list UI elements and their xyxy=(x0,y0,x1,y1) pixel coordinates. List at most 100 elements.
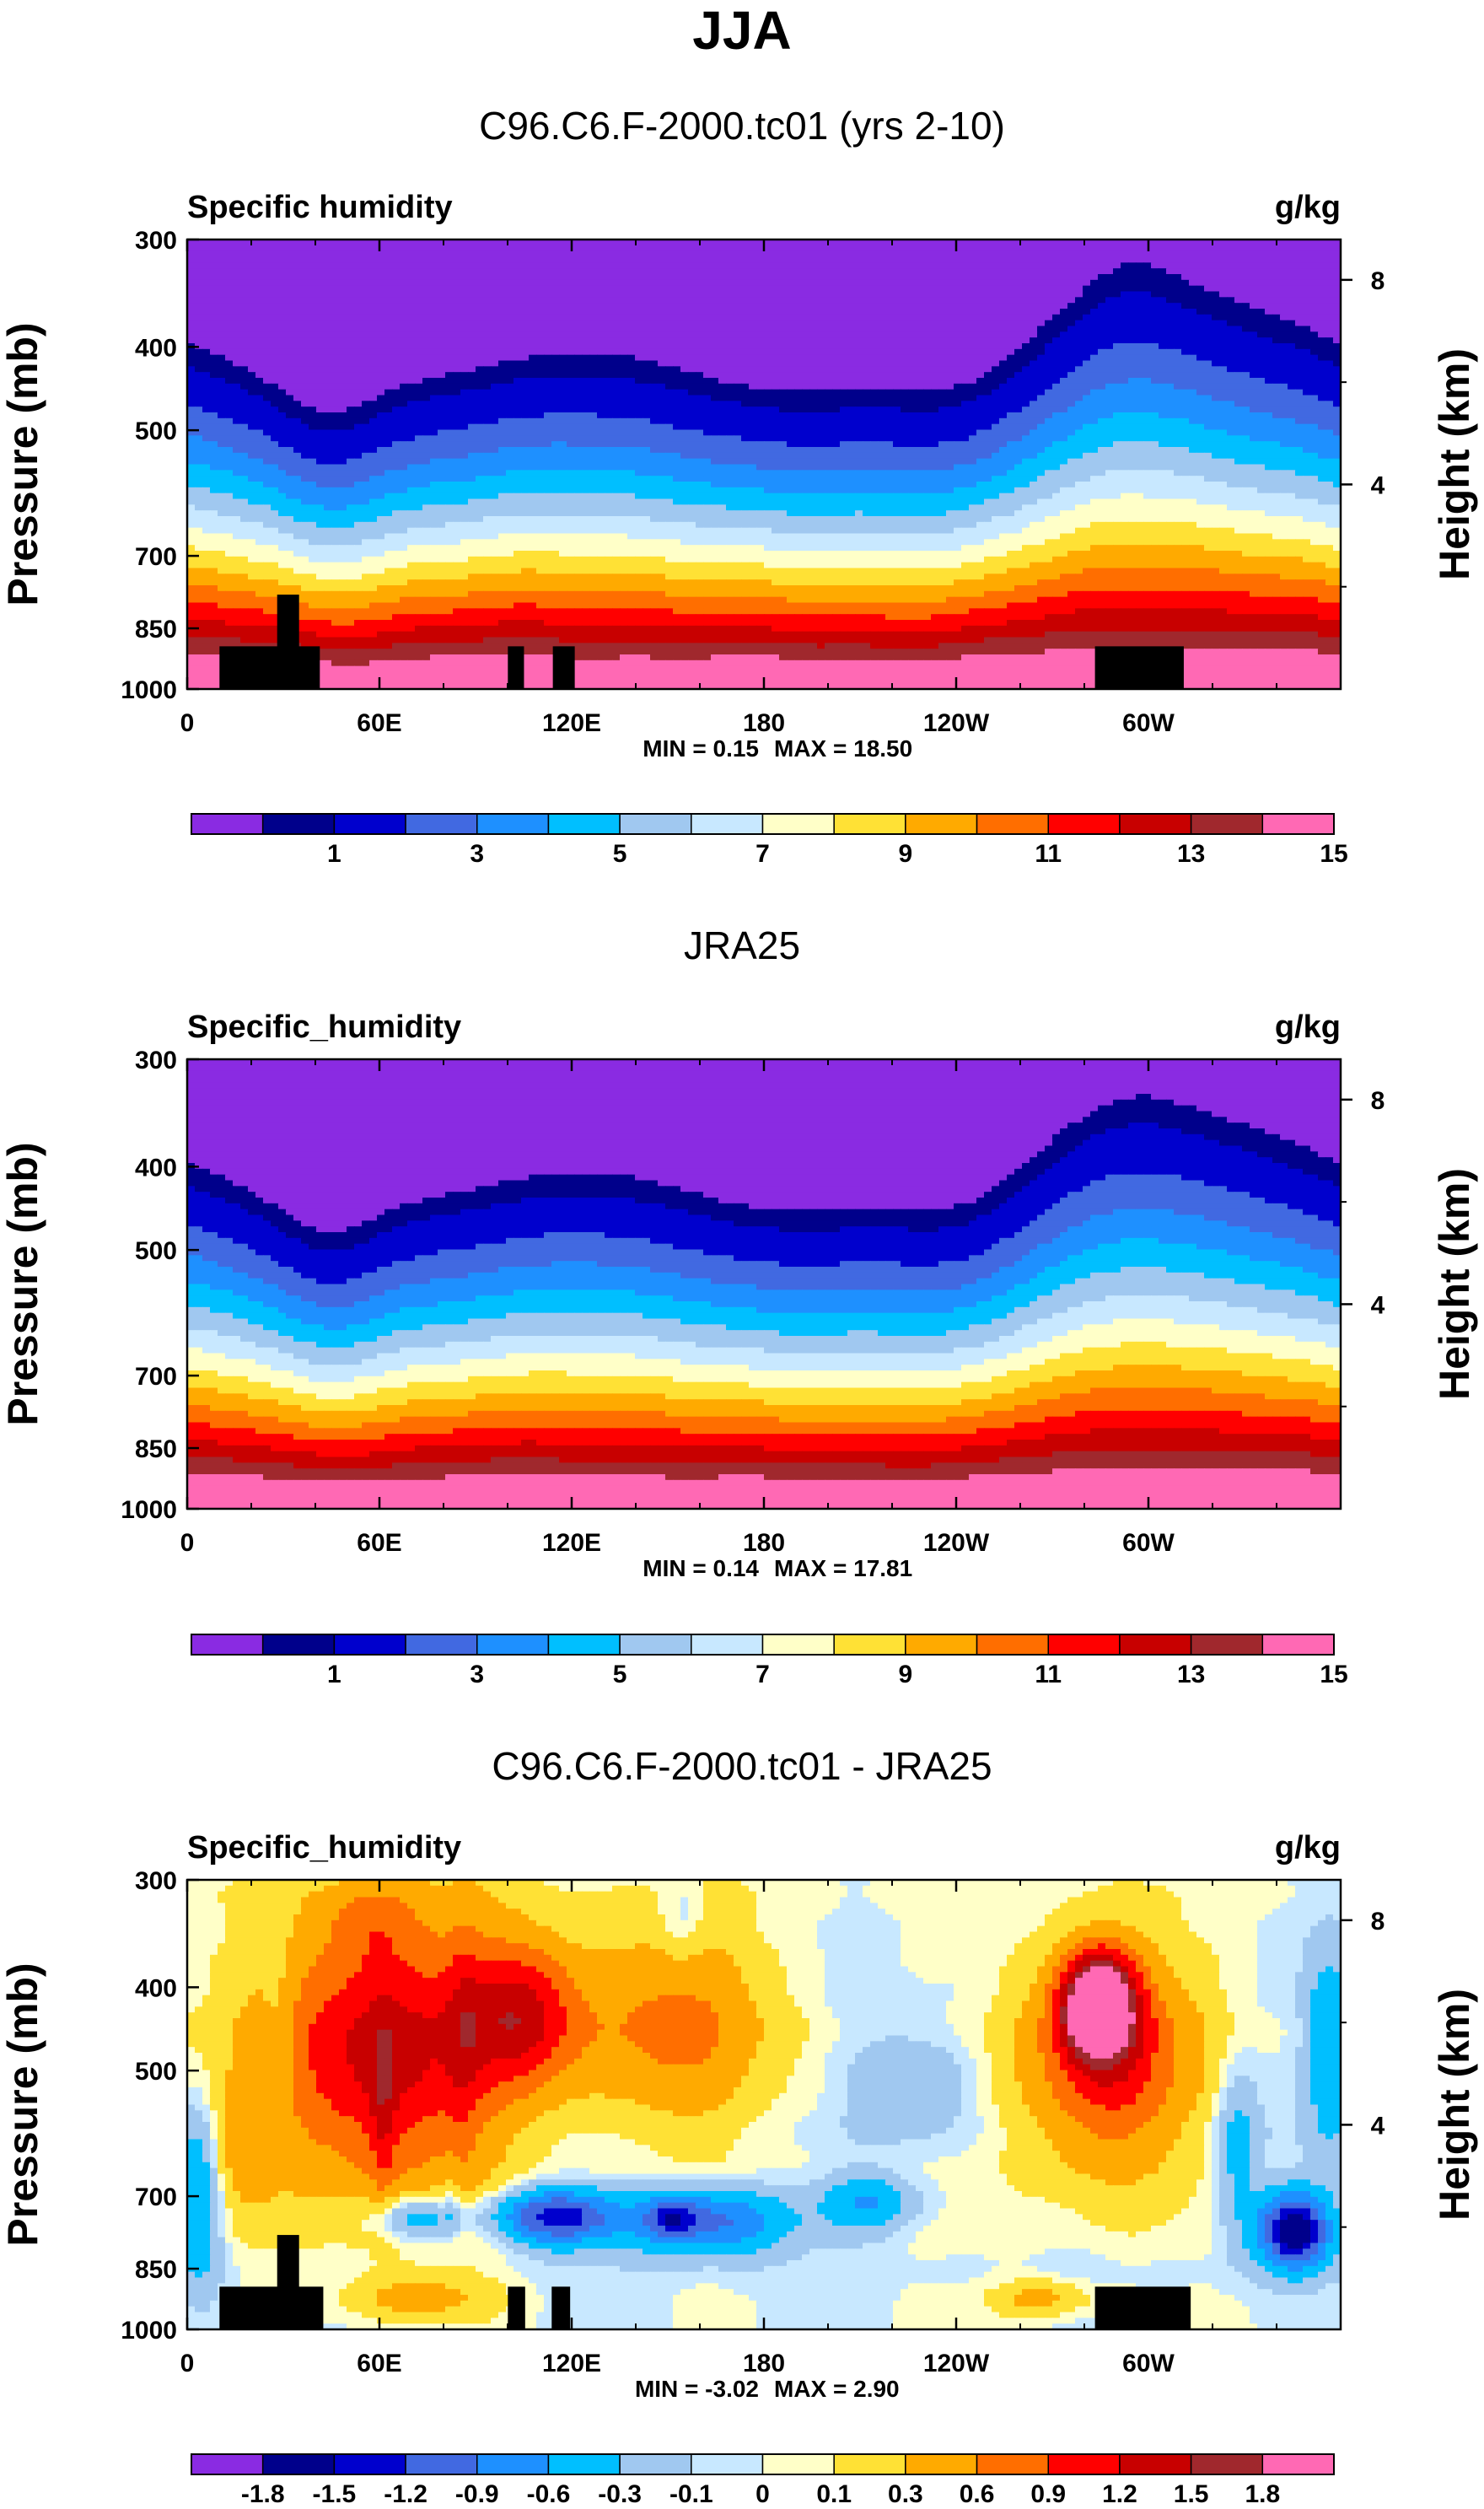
colorbar-label: 1.5 xyxy=(1174,2480,1209,2508)
colorbar-label: 7 xyxy=(755,1661,770,1688)
colorbar-label: 5 xyxy=(613,1661,627,1688)
colorbar-swatch xyxy=(1047,813,1121,835)
y-tick-label: 500 xyxy=(135,417,177,445)
x-tick-label: 120W xyxy=(923,2350,990,2377)
colorbar-label: -1.5 xyxy=(313,2480,357,2508)
colorbar-swatch xyxy=(833,2453,906,2475)
x-tick-label: 180 xyxy=(743,709,785,737)
y-tick-label: 1000 xyxy=(121,676,177,704)
right-axis-title: Height (km) xyxy=(1431,1168,1478,1400)
colorbar-swatch xyxy=(905,1634,978,1656)
y-tick-label: 1000 xyxy=(121,2317,177,2345)
x-tick-label: 0 xyxy=(180,709,195,737)
y-tick-label: 400 xyxy=(135,1154,177,1182)
x-tick-label: 120E xyxy=(542,2350,601,2377)
colorbar-label: 0.6 xyxy=(960,2480,995,2508)
colorbar-swatch xyxy=(619,2453,692,2475)
colorbar-swatch xyxy=(191,2453,264,2475)
colorbar-swatch xyxy=(619,1634,692,1656)
colorbar-swatch xyxy=(333,2453,406,2475)
colorbar-swatch xyxy=(691,2453,764,2475)
colorbar-swatch xyxy=(691,1634,764,1656)
chart-panel-2: JRA25 Specific_humidity g/kg 0 60E 120E 180 120… xyxy=(0,923,1478,1688)
colorbar-swatch xyxy=(333,813,406,835)
colorbar-swatch xyxy=(1261,1634,1335,1656)
max-label: MAX = 2.90 xyxy=(774,2376,900,2402)
colorbar-label: 1.2 xyxy=(1102,2480,1137,2508)
x-tick-label: 120W xyxy=(923,709,990,737)
y-tick-label: 500 xyxy=(135,2058,177,2086)
x-tick-label: 60W xyxy=(1122,2350,1175,2377)
colorbar-label: -1.2 xyxy=(384,2480,427,2508)
colorbar-label: 0.9 xyxy=(1030,2480,1066,2508)
colorbar-label: 9 xyxy=(899,840,913,868)
chart-panel-3: C96.C6.F-2000.tc01 - JRA25 Specific_humid… xyxy=(0,1744,1478,2508)
x-tick-label: 60W xyxy=(1122,1529,1175,1557)
colorbar-swatch xyxy=(1190,1634,1264,1656)
colorbar: 1 3 5 7 9 11 13 15 xyxy=(191,813,1348,868)
topography-mask xyxy=(508,646,524,689)
colorbar-swatch xyxy=(761,813,835,835)
colorbar-swatch xyxy=(833,813,906,835)
x-tick-label: 60W xyxy=(1122,709,1175,737)
max-label: MAX = 17.81 xyxy=(774,1555,912,1581)
colorbar-swatch xyxy=(261,813,336,835)
colorbar-label: 1 xyxy=(327,840,341,868)
colorbar-swatch xyxy=(476,1634,550,1656)
y-tick-label: 1000 xyxy=(121,1496,177,1524)
colorbar-swatch xyxy=(191,1634,264,1656)
colorbar-label: 11 xyxy=(1035,840,1062,868)
colorbar-swatch xyxy=(905,813,978,835)
right-tick-label: 8 xyxy=(1371,1087,1385,1115)
variable-label: Specific humidity xyxy=(187,190,453,225)
y-tick-label: 850 xyxy=(135,2256,177,2284)
x-tick-label: 180 xyxy=(743,2350,785,2377)
colorbar-swatch xyxy=(976,1634,1049,1656)
contour-field xyxy=(187,1059,1341,1509)
variable-label: Specific_humidity xyxy=(187,1010,461,1045)
colorbar-label: 1.8 xyxy=(1245,2480,1280,2508)
colorbar-swatch xyxy=(1190,2453,1264,2475)
colorbar-label: 0.3 xyxy=(888,2480,923,2508)
topography-mask xyxy=(277,595,299,689)
colorbar-label: 13 xyxy=(1177,1661,1205,1688)
colorbar-label: -0.3 xyxy=(598,2480,642,2508)
y-tick-label: 400 xyxy=(135,1974,177,2002)
colorbar: 1 3 5 7 9 11 13 15 xyxy=(191,1634,1348,1688)
colorbar-label: -0.1 xyxy=(669,2480,713,2508)
colorbar-label: 3 xyxy=(470,1661,484,1688)
colorbar-swatch xyxy=(619,813,692,835)
colorbar-label: -1.8 xyxy=(241,2480,285,2508)
x-tick-label: 120E xyxy=(542,709,601,737)
colorbar-label: -0.9 xyxy=(455,2480,499,2508)
panel-title: C96.C6.F-2000.tc01 - JRA25 xyxy=(492,1744,992,1788)
x-tick-label: 60E xyxy=(357,1529,401,1557)
colorbar-swatch xyxy=(1119,1634,1192,1656)
colorbar-swatch xyxy=(405,813,478,835)
right-tick-label: 8 xyxy=(1371,1908,1385,1936)
colorbar-swatch xyxy=(261,1634,336,1656)
topography-mask xyxy=(508,2286,525,2329)
y-tick-label: 300 xyxy=(135,1047,177,1074)
right-axis-title: Height (km) xyxy=(1431,1989,1478,2221)
topography-mask xyxy=(551,2286,571,2329)
colorbar-label: 0.1 xyxy=(816,2480,852,2508)
colorbar-label: 13 xyxy=(1177,840,1205,868)
colorbar-swatch xyxy=(1190,813,1264,835)
colorbar-swatch xyxy=(1261,813,1335,835)
y-tick-label: 700 xyxy=(135,2183,177,2211)
max-label: MAX = 18.50 xyxy=(774,735,912,762)
variable-label: Specific_humidity xyxy=(187,1830,461,1866)
colorbar-swatch xyxy=(691,813,764,835)
colorbar-label: 15 xyxy=(1320,840,1347,868)
y-axis-title: Pressure (mb) xyxy=(0,1963,46,2246)
right-tick-label: 4 xyxy=(1371,471,1385,499)
x-tick-label: 60E xyxy=(357,709,401,737)
colorbar-swatch xyxy=(976,2453,1049,2475)
min-label: MIN = 0.15 xyxy=(643,735,759,762)
x-tick-label: 180 xyxy=(743,1529,785,1557)
units-label: g/kg xyxy=(1275,1010,1341,1045)
x-tick-label: 120E xyxy=(542,1529,601,1557)
colorbar-swatch xyxy=(1119,813,1192,835)
colorbar-label: 11 xyxy=(1035,1661,1062,1688)
